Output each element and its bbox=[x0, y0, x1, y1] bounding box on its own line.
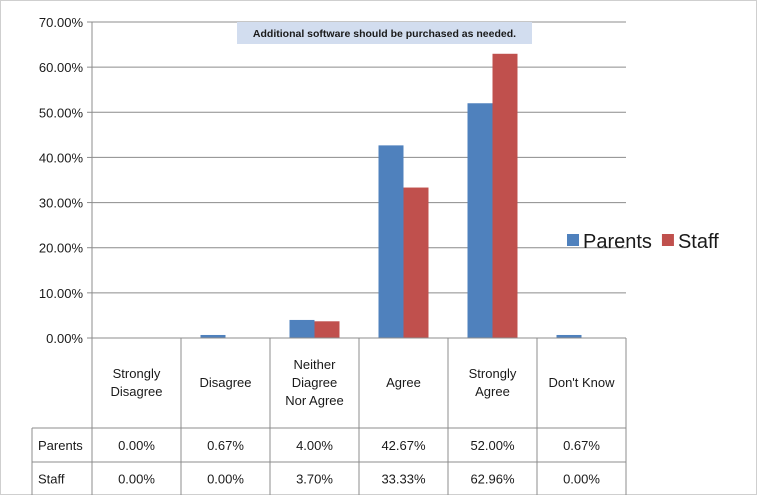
category-label: Disagree bbox=[199, 375, 251, 390]
table-cell-value: 33.33% bbox=[381, 472, 426, 487]
chart-title-background bbox=[237, 22, 532, 44]
table-cell-value: 3.70% bbox=[296, 472, 333, 487]
legend-swatch bbox=[567, 234, 579, 246]
bar-parents bbox=[467, 103, 493, 338]
category-label: Strongly bbox=[469, 366, 517, 381]
y-tick-label: 50.00% bbox=[39, 105, 84, 120]
category-label: Strongly bbox=[113, 366, 161, 381]
table-row-header: Parents bbox=[38, 438, 83, 453]
legend-label: Staff bbox=[678, 231, 719, 253]
bar-parents bbox=[289, 319, 315, 338]
category-label: Nor Agree bbox=[285, 393, 344, 408]
table-cell-value: 4.00% bbox=[296, 438, 333, 453]
table-cell-value: 42.67% bbox=[381, 438, 426, 453]
bars bbox=[200, 53, 582, 338]
gridlines bbox=[92, 21, 626, 294]
y-tick-label: 20.00% bbox=[39, 241, 84, 256]
y-tick-label: 60.00% bbox=[39, 60, 84, 75]
table-cell-value: 52.00% bbox=[470, 438, 515, 453]
table-cell-value: 0.67% bbox=[207, 438, 244, 453]
category-label: Agree bbox=[386, 375, 421, 390]
y-tick-label: 40.00% bbox=[39, 150, 84, 165]
legend-swatch bbox=[661, 234, 674, 246]
y-tick-label: 0.00% bbox=[46, 331, 83, 346]
y-tick-label: 10.00% bbox=[39, 286, 84, 301]
bar-staff bbox=[403, 187, 429, 338]
category-label: Neither bbox=[294, 357, 337, 372]
table-cell-value: 0.00% bbox=[563, 472, 600, 487]
y-tick-label: 30.00% bbox=[39, 196, 84, 211]
table-cell-value: 0.00% bbox=[118, 472, 155, 487]
legend: Parents Staff bbox=[567, 231, 719, 253]
category-label: Diagree bbox=[292, 375, 338, 390]
y-tick-label: 70.00% bbox=[39, 15, 84, 30]
category-label: Agree bbox=[475, 384, 510, 399]
table-cell-value: 62.96% bbox=[470, 472, 515, 487]
bar-staff bbox=[492, 53, 518, 338]
table-cell-value: 0.00% bbox=[207, 472, 244, 487]
data-table: Strongly Disagree Disagree Neither Diagree No… bbox=[31, 338, 627, 495]
table-cell-value: 0.00% bbox=[118, 438, 155, 453]
legend-label: Parents bbox=[583, 231, 652, 253]
category-label: Disagree bbox=[110, 384, 162, 399]
bar-staff bbox=[314, 321, 340, 338]
table-cell-value: 0.67% bbox=[563, 438, 600, 453]
table-row-header: Staff bbox=[38, 472, 65, 487]
chart-title-box: Additional software should be purchased … bbox=[237, 22, 532, 44]
bar-parents bbox=[378, 145, 404, 338]
bar-parents bbox=[200, 334, 226, 338]
bar-parents bbox=[556, 334, 582, 338]
category-label: Don't Know bbox=[548, 375, 615, 390]
chart-title: Additional software should be purchased … bbox=[253, 28, 516, 40]
